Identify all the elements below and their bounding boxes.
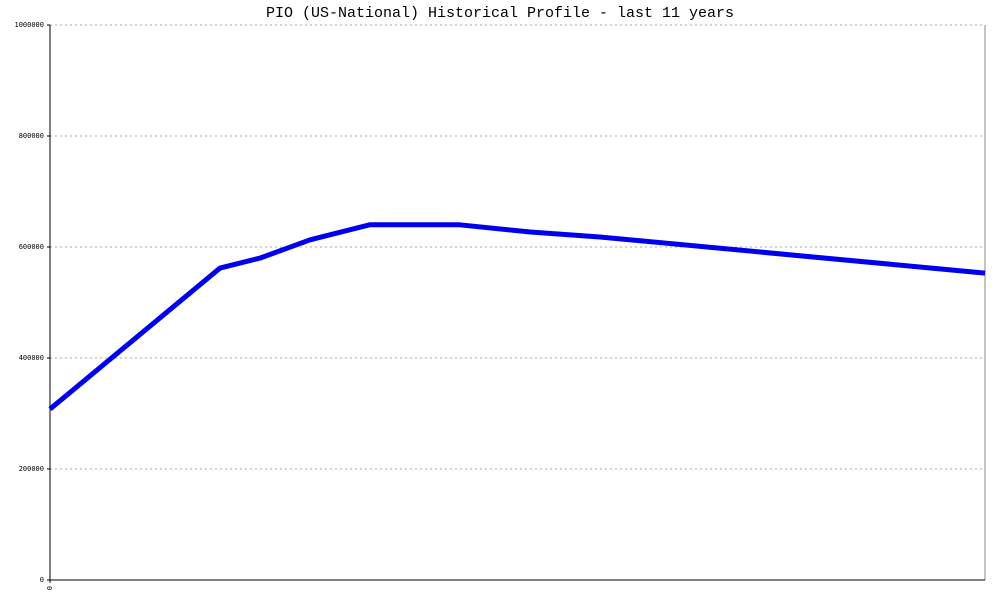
y-tick-label: 600000 <box>19 243 44 251</box>
y-tick-label: 0 <box>40 576 44 584</box>
chart-title: PIO (US-National) Historical Profile - l… <box>266 5 734 22</box>
data-line <box>48 222 986 412</box>
y-tick-label: 400000 <box>19 354 44 362</box>
x-tick-label: 0 <box>46 586 54 590</box>
y-tick-label: 200000 <box>19 465 44 473</box>
y-tick-label: 800000 <box>19 132 44 140</box>
y-tick-label: 1000000 <box>14 21 44 29</box>
